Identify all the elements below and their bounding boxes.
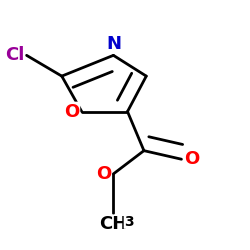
Text: CH: CH xyxy=(99,216,128,234)
Text: 3: 3 xyxy=(124,214,134,228)
Text: O: O xyxy=(184,150,199,168)
Text: N: N xyxy=(106,35,121,53)
Text: Cl: Cl xyxy=(5,46,24,64)
Text: O: O xyxy=(96,165,111,183)
Text: O: O xyxy=(64,102,79,120)
